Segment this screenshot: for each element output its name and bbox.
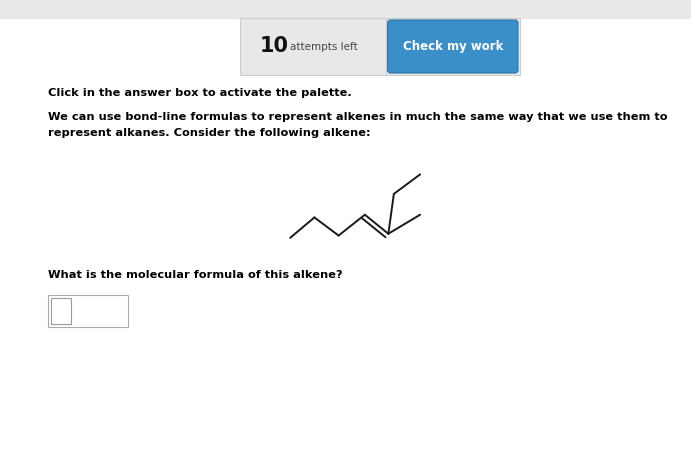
FancyBboxPatch shape: [240, 18, 520, 75]
FancyBboxPatch shape: [48, 295, 128, 327]
FancyBboxPatch shape: [51, 298, 71, 324]
Text: represent alkanes. Consider the following alkene:: represent alkanes. Consider the followin…: [48, 128, 370, 138]
Text: Click in the answer box to activate the palette.: Click in the answer box to activate the …: [48, 88, 352, 98]
Text: attempts left: attempts left: [290, 42, 358, 52]
Text: 10: 10: [260, 37, 289, 57]
Text: What is the molecular formula of this alkene?: What is the molecular formula of this al…: [48, 270, 343, 280]
FancyBboxPatch shape: [0, 0, 691, 18]
Text: We can use bond-line formulas to represent alkenes in much the same way that we : We can use bond-line formulas to represe…: [48, 112, 668, 122]
FancyBboxPatch shape: [388, 20, 518, 73]
Text: Check my work: Check my work: [403, 40, 503, 53]
